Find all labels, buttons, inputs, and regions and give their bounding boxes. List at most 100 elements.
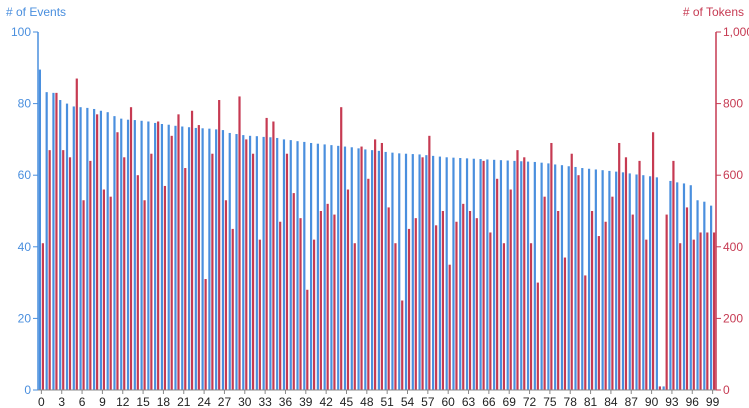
tokens-bar	[428, 135, 431, 390]
events-bar	[120, 118, 123, 391]
events-bar	[526, 161, 530, 390]
tokens-bar	[502, 243, 506, 390]
x-tick-label: 12	[116, 395, 130, 408]
x-tick-label: 75	[543, 395, 557, 408]
tokens-bar	[523, 157, 526, 390]
tokens-bar	[672, 160, 675, 390]
events-bar	[601, 170, 604, 390]
tokens-bar	[319, 211, 322, 390]
events-bar	[52, 92, 55, 391]
tokens-bar	[55, 92, 58, 391]
tokens-bar	[346, 189, 350, 390]
left-tick-label: 100	[11, 25, 31, 39]
events-bar	[248, 135, 252, 390]
tokens-bar	[285, 153, 289, 390]
events-bar	[282, 139, 286, 390]
tokens-bar	[157, 121, 160, 390]
tokens-bar	[41, 243, 44, 390]
tokens-bar	[367, 178, 370, 390]
events-bar	[194, 127, 197, 390]
events-bar	[99, 110, 103, 390]
x-tick-label: 0	[38, 395, 45, 408]
tokens-bar	[516, 150, 519, 390]
tokens-bar	[197, 125, 200, 390]
tokens-bar	[692, 239, 695, 390]
events-bar	[567, 166, 570, 390]
x-tick-label: 99	[706, 395, 720, 408]
tokens-bar	[62, 150, 65, 390]
x-tick-label: 66	[482, 395, 496, 408]
tokens-bar	[679, 243, 682, 390]
events-bar	[560, 165, 564, 390]
events-bar	[221, 130, 225, 391]
events-bar	[513, 160, 516, 390]
events-bar	[398, 153, 401, 390]
events-bar	[486, 159, 489, 390]
tokens-bar	[238, 96, 241, 390]
events-bar	[547, 163, 550, 390]
events-bar	[432, 155, 435, 390]
tokens-bar	[82, 200, 85, 390]
events-bar	[411, 154, 414, 390]
tokens-bar	[421, 157, 424, 390]
tokens-bar	[129, 107, 133, 391]
tokens-bar	[184, 168, 187, 390]
tokens-bar	[407, 228, 411, 390]
events-bar	[676, 182, 679, 390]
bar-series-group	[38, 69, 716, 391]
events-bar	[309, 142, 313, 390]
x-tick-label: 57	[421, 395, 435, 408]
tokens-bar	[190, 110, 194, 390]
x-tick-label: 42	[319, 395, 333, 408]
tokens-bar	[577, 175, 580, 390]
events-bar	[289, 140, 292, 390]
tokens-bar	[509, 189, 512, 390]
events-bar	[255, 136, 258, 390]
events-bar	[201, 128, 204, 390]
events-bar	[262, 136, 265, 390]
x-tick-label: 15	[136, 395, 150, 408]
x-tick-label: 9	[99, 395, 106, 408]
tokens-bar	[631, 214, 634, 390]
events-bar	[391, 152, 394, 390]
tokens-bar	[224, 200, 228, 390]
events-bar	[140, 120, 143, 390]
tokens-bar	[529, 243, 533, 390]
events-bar	[187, 127, 191, 390]
events-bar	[669, 180, 672, 390]
events-bar	[38, 69, 41, 390]
x-tick-label: 30	[238, 395, 252, 408]
events-bar	[635, 174, 638, 390]
x-tick-label: 78	[564, 395, 578, 408]
events-bar	[181, 126, 184, 391]
tokens-bar	[597, 236, 600, 390]
tokens-bar	[570, 153, 573, 390]
left-axis-title: # of Events	[6, 5, 66, 19]
events-bar	[621, 172, 625, 390]
events-bar	[404, 153, 408, 390]
tokens-bar	[48, 150, 51, 390]
left-tick-label: 0	[24, 383, 31, 397]
events-bar	[696, 200, 699, 390]
right-axis-title: # of Tokens	[683, 5, 744, 19]
events-bar	[384, 151, 387, 390]
events-bar	[303, 141, 306, 390]
x-tick-label: 21	[177, 395, 191, 408]
events-bar	[425, 155, 428, 390]
tokens-bar	[699, 232, 702, 390]
tokens-bar	[258, 239, 261, 390]
tokens-bar	[177, 114, 180, 390]
right-y-axis: 0 200 400 600 800 1,000	[715, 25, 749, 397]
events-bar	[642, 175, 645, 390]
tokens-bar	[123, 157, 126, 390]
tokens-bar	[211, 153, 214, 390]
events-bar	[154, 122, 157, 390]
events-bar	[337, 145, 340, 390]
x-tick-label: 93	[665, 395, 679, 408]
tokens-bar	[136, 175, 139, 390]
events-bar	[682, 183, 686, 390]
events-bar	[167, 124, 170, 391]
events-bar	[533, 161, 536, 390]
left-tick-label: 40	[18, 240, 32, 254]
